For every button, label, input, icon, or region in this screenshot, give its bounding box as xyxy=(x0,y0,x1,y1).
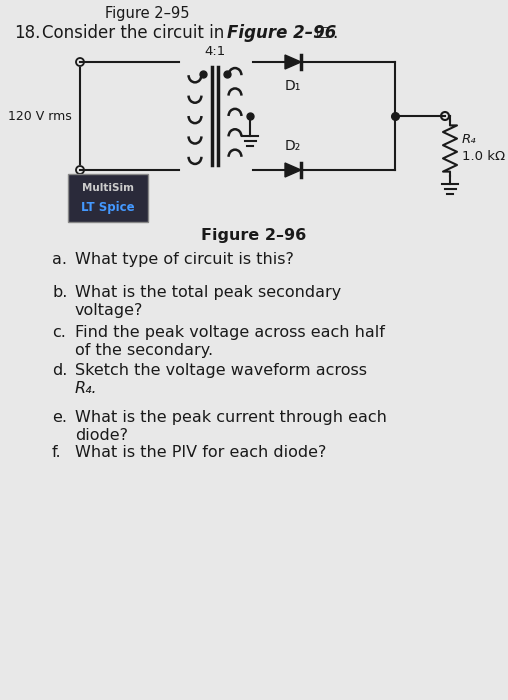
Text: What is the PIV for each diode?: What is the PIV for each diode? xyxy=(75,445,326,460)
Text: D₂: D₂ xyxy=(285,139,301,153)
Text: b.: b. xyxy=(52,285,68,300)
Text: Find the peak voltage across each half: Find the peak voltage across each half xyxy=(75,325,385,340)
Text: e.: e. xyxy=(52,410,67,425)
Text: 1.0 kΩ: 1.0 kΩ xyxy=(462,150,505,163)
Text: d.: d. xyxy=(52,363,68,378)
Text: Consider the circuit in: Consider the circuit in xyxy=(42,24,230,42)
Text: .: . xyxy=(332,24,337,42)
Text: diode?: diode? xyxy=(75,428,128,443)
Text: of the secondary.: of the secondary. xyxy=(75,343,213,358)
Text: Sketch the voltage waveform across: Sketch the voltage waveform across xyxy=(75,363,367,378)
Text: D₁: D₁ xyxy=(285,79,301,93)
Text: Figure 2–96: Figure 2–96 xyxy=(227,24,336,42)
Text: c.: c. xyxy=(52,325,66,340)
Text: What type of circuit is this?: What type of circuit is this? xyxy=(75,252,294,267)
Text: Figure 2–95: Figure 2–95 xyxy=(105,6,189,21)
Text: 120 V rms: 120 V rms xyxy=(8,109,72,122)
Text: What is the total peak secondary: What is the total peak secondary xyxy=(75,285,341,300)
Text: MultiSim: MultiSim xyxy=(82,183,134,193)
Text: R₄: R₄ xyxy=(462,133,477,146)
Text: voltage?: voltage? xyxy=(75,303,143,318)
Text: 18.: 18. xyxy=(14,24,40,42)
Text: 4:1: 4:1 xyxy=(204,45,226,58)
Polygon shape xyxy=(285,163,301,177)
Text: f.: f. xyxy=(52,445,61,460)
Text: a.: a. xyxy=(52,252,67,267)
Polygon shape xyxy=(285,55,301,69)
Text: What is the peak current through each: What is the peak current through each xyxy=(75,410,387,425)
Text: □: □ xyxy=(316,24,329,38)
FancyBboxPatch shape xyxy=(68,174,148,222)
Text: R₄.: R₄. xyxy=(75,381,98,396)
Text: Figure 2–96: Figure 2–96 xyxy=(201,228,307,243)
Text: LT Spice: LT Spice xyxy=(81,201,135,214)
